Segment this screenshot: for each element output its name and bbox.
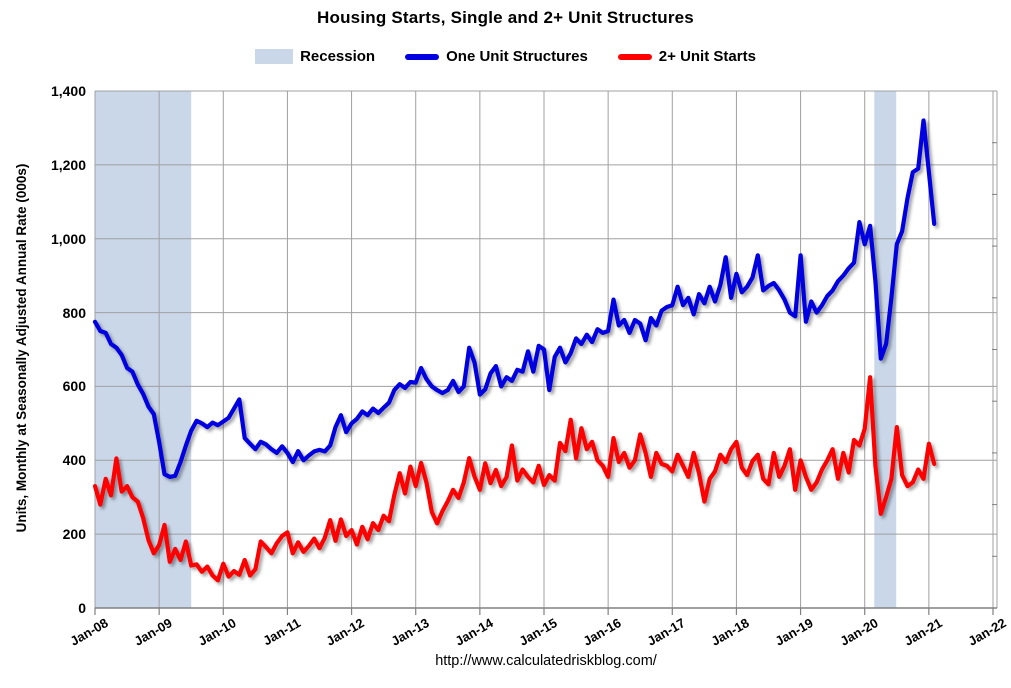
recession-bands xyxy=(95,91,897,608)
y-axis: 0 200 400 600 800 1,000 1,200 1,400 xyxy=(0,0,88,688)
plot-area xyxy=(92,90,998,615)
x-tick-label: Jan-17 xyxy=(644,615,688,649)
x-tick-label: Jan-18 xyxy=(708,615,752,649)
recession-band xyxy=(95,91,192,608)
legend-label-recession: Recession xyxy=(300,48,376,65)
one-unit-line xyxy=(92,118,937,479)
y-tick-label: 800 xyxy=(62,304,86,321)
y-tick-label: 1,000 xyxy=(50,230,86,247)
x-tick-label: Jan-09 xyxy=(131,615,175,649)
x-tick-label: Jan-22 xyxy=(965,615,1009,649)
y-tick-label: 600 xyxy=(62,378,86,395)
legend: Recession One Unit Structures 2+ Unit St… xyxy=(0,48,1011,65)
x-tick-label: Jan-15 xyxy=(516,615,560,649)
x-tick-label: Jan-13 xyxy=(388,615,432,649)
data-series xyxy=(92,118,937,583)
plot-svg xyxy=(92,90,998,615)
x-tick-label: Jan-11 xyxy=(260,615,303,649)
x-tick-label: Jan-21 xyxy=(901,615,945,649)
source-url: http://www.calculatedriskblog.com/ xyxy=(435,653,657,669)
legend-item-recession: Recession xyxy=(255,48,375,65)
one-unit-line-swatch xyxy=(405,53,440,60)
x-tick-label: Jan-20 xyxy=(837,615,881,649)
y-tick-label: 1,400 xyxy=(50,83,86,99)
two-plus-line xyxy=(92,375,937,583)
x-tick-label: Jan-19 xyxy=(772,615,817,649)
y-tick-label: 1,200 xyxy=(50,156,86,173)
recession-swatch xyxy=(255,49,294,64)
two-plus-line-swatch xyxy=(617,53,652,60)
x-tick-label: Jan-14 xyxy=(452,615,496,649)
legend-item-one-unit: One Unit Structures xyxy=(405,48,588,65)
legend-label-one-unit: One Unit Structures xyxy=(446,48,588,65)
legend-label-two-plus: 2+ Unit Starts xyxy=(658,48,756,65)
x-tick-label: Jan-10 xyxy=(195,615,239,649)
y-tick-label: 0 xyxy=(78,600,86,616)
x-tick-label: Jan-16 xyxy=(580,615,624,649)
y-tick-label: 200 xyxy=(62,526,86,543)
axis-lines xyxy=(94,91,998,615)
legend-item-two-plus: 2+ Unit Starts xyxy=(617,48,756,65)
chart-title: Housing Starts, Single and 2+ Unit Struc… xyxy=(317,8,694,27)
x-tick-label: Jan-12 xyxy=(323,615,368,649)
y-tick-label: 400 xyxy=(62,452,86,469)
